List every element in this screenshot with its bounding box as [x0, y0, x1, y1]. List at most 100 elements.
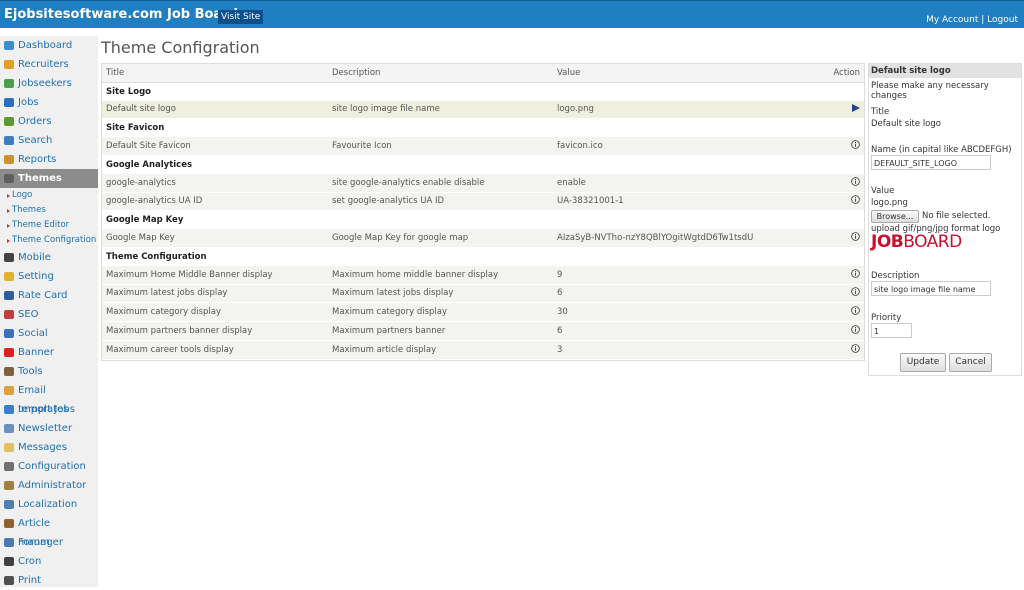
info-icon[interactable]: [851, 306, 860, 316]
nav-label[interactable]: Dashboard: [18, 40, 73, 51]
nav-label[interactable]: Jobseekers: [18, 78, 72, 89]
nav-label[interactable]: Email templates: [18, 385, 69, 415]
browse-button[interactable]: Browse...: [871, 210, 919, 223]
data-row[interactable]: Maximum career tools display Maximum arti…: [102, 340, 864, 360]
action-cell[interactable]: [813, 192, 864, 212]
nav-item[interactable]: Reports: [0, 150, 98, 169]
nav-label[interactable]: Cron: [18, 556, 42, 567]
nav-label[interactable]: Administrator: [18, 480, 87, 491]
nav-label[interactable]: Print: [18, 575, 42, 586]
nav-label[interactable]: Banner: [18, 347, 54, 358]
data-row[interactable]: Google Map Key Google Map Key for google …: [102, 229, 864, 248]
info-icon[interactable]: [851, 195, 860, 205]
nav-label[interactable]: Localization: [18, 499, 78, 510]
nav-icon: [4, 519, 14, 528]
logout[interactable]: Logout: [987, 15, 1018, 25]
info-icon[interactable]: [851, 232, 860, 241]
nav-item[interactable]: Jobs: [0, 93, 98, 112]
data-row[interactable]: Maximum latest jobs display Maximum lates…: [102, 284, 864, 304]
action-cell[interactable]: [813, 137, 864, 156]
nav-subitem[interactable]: Theme Editor: [0, 218, 98, 233]
nav-label[interactable]: Reports: [18, 154, 57, 165]
nav-label[interactable]: Social: [18, 328, 48, 339]
nav-item[interactable]: Setting: [0, 267, 98, 286]
info-icon[interactable]: [851, 287, 860, 297]
nav-label[interactable]: Article manager: [18, 518, 63, 548]
nav-item[interactable]: Cron: [0, 552, 98, 571]
nav-item[interactable]: Configuration: [0, 457, 98, 476]
info-icon[interactable]: [851, 176, 860, 186]
nav-item[interactable]: Search: [0, 131, 98, 150]
data-row[interactable]: Maximum category display Maximum category…: [102, 302, 864, 323]
visit-site[interactable]: Visit Site: [218, 10, 264, 24]
nav-item[interactable]: Print: [0, 571, 98, 590]
data-row[interactable]: Maximum Home Middle Banner display Maximu…: [102, 265, 864, 285]
data-row[interactable]: google-analytics UA ID set google-analyti…: [102, 192, 864, 212]
brand[interactable]: Ejobsitesoftware.com Job Board: [4, 7, 238, 22]
nav-item[interactable]: Recruiters: [0, 55, 98, 74]
action-cell[interactable]: [813, 173, 864, 193]
nav-label[interactable]: Import Jobs: [18, 404, 75, 415]
nav-label[interactable]: Mobile: [18, 252, 51, 263]
update-button[interactable]: Update: [900, 353, 946, 372]
nav-item[interactable]: Import Jobs: [0, 400, 98, 419]
info-icon[interactable]: [851, 140, 860, 149]
nav-item[interactable]: SEO: [0, 305, 98, 324]
selected-icon[interactable]: [852, 103, 860, 112]
cell: Google Map Key: [102, 229, 328, 248]
nav-label[interactable]: Recruiters: [18, 59, 69, 70]
nav-label[interactable]: Rate Card: [18, 290, 68, 301]
nav-item[interactable]: Rate Card: [0, 286, 98, 305]
info-icon[interactable]: [851, 344, 860, 353]
action-cell[interactable]: [813, 229, 864, 248]
cancel-button[interactable]: Cancel: [949, 353, 992, 372]
header: Ejobsitesoftware.com Job Board Visit Sit…: [0, 0, 1024, 28]
priority-input[interactable]: 1: [871, 323, 912, 338]
nav-item[interactable]: Mobile: [0, 248, 98, 267]
info-icon[interactable]: [851, 325, 860, 334]
nav-label[interactable]: Configuration: [18, 461, 86, 472]
nav-label[interactable]: Setting: [18, 271, 54, 282]
nav-label[interactable]: Orders: [18, 116, 52, 127]
nav-item[interactable]: Banner: [0, 343, 98, 362]
info-icon[interactable]: [851, 268, 860, 278]
nav-item[interactable]: Email templates: [0, 381, 98, 415]
data-row[interactable]: google-analytics site google-analytics en…: [102, 173, 864, 193]
nav-item[interactable]: Localization: [0, 495, 98, 514]
nav-label[interactable]: Forum: [18, 537, 50, 548]
cell: Maximum partners banner: [328, 321, 553, 341]
nav-label[interactable]: Themes: [18, 173, 62, 184]
nav-label[interactable]: SEO: [18, 309, 39, 320]
action-cell[interactable]: [813, 321, 864, 341]
nav-item[interactable]: Themes: [0, 169, 98, 188]
description-input[interactable]: site logo image file name: [871, 281, 991, 296]
nav-label[interactable]: Jobs: [18, 97, 39, 108]
nav-label[interactable]: Tools: [18, 366, 43, 377]
data-row[interactable]: Default Site Favicon Favourite Icon favico…: [102, 137, 864, 156]
nav-item[interactable]: Jobseekers: [0, 74, 98, 93]
nav-item[interactable]: Administrator: [0, 476, 98, 495]
nav-item[interactable]: Social: [0, 324, 98, 343]
nav-item[interactable]: Orders: [0, 112, 98, 131]
nav-subitem[interactable]: Theme Configration: [0, 233, 98, 248]
data-row[interactable]: Default site logo site logo image file na…: [102, 100, 864, 120]
nav-label[interactable]: Newsletter: [18, 423, 73, 434]
nav-label[interactable]: Messages: [18, 442, 68, 453]
nav-item[interactable]: Forum: [0, 533, 98, 552]
action-cell[interactable]: [813, 340, 864, 360]
nav-subitem[interactable]: Themes: [0, 203, 98, 218]
name-input[interactable]: DEFAULT_SITE_LOGO: [871, 155, 991, 170]
my-account[interactable]: My Account: [926, 15, 979, 25]
nav-item[interactable]: Tools: [0, 362, 98, 381]
action-cell[interactable]: [813, 284, 864, 304]
action-cell[interactable]: [813, 100, 864, 120]
action-cell[interactable]: [813, 302, 864, 323]
nav-item[interactable]: Dashboard: [0, 36, 98, 55]
action-cell[interactable]: [813, 265, 864, 285]
nav-label[interactable]: Search: [18, 135, 53, 146]
nav-subitem[interactable]: Logo: [0, 188, 98, 203]
nav-item[interactable]: Newsletter: [0, 419, 98, 438]
data-row[interactable]: Maximum partners banner display Maximum p…: [102, 321, 864, 341]
nav-item[interactable]: Article manager: [0, 514, 98, 548]
nav-item[interactable]: Messages: [0, 438, 98, 457]
